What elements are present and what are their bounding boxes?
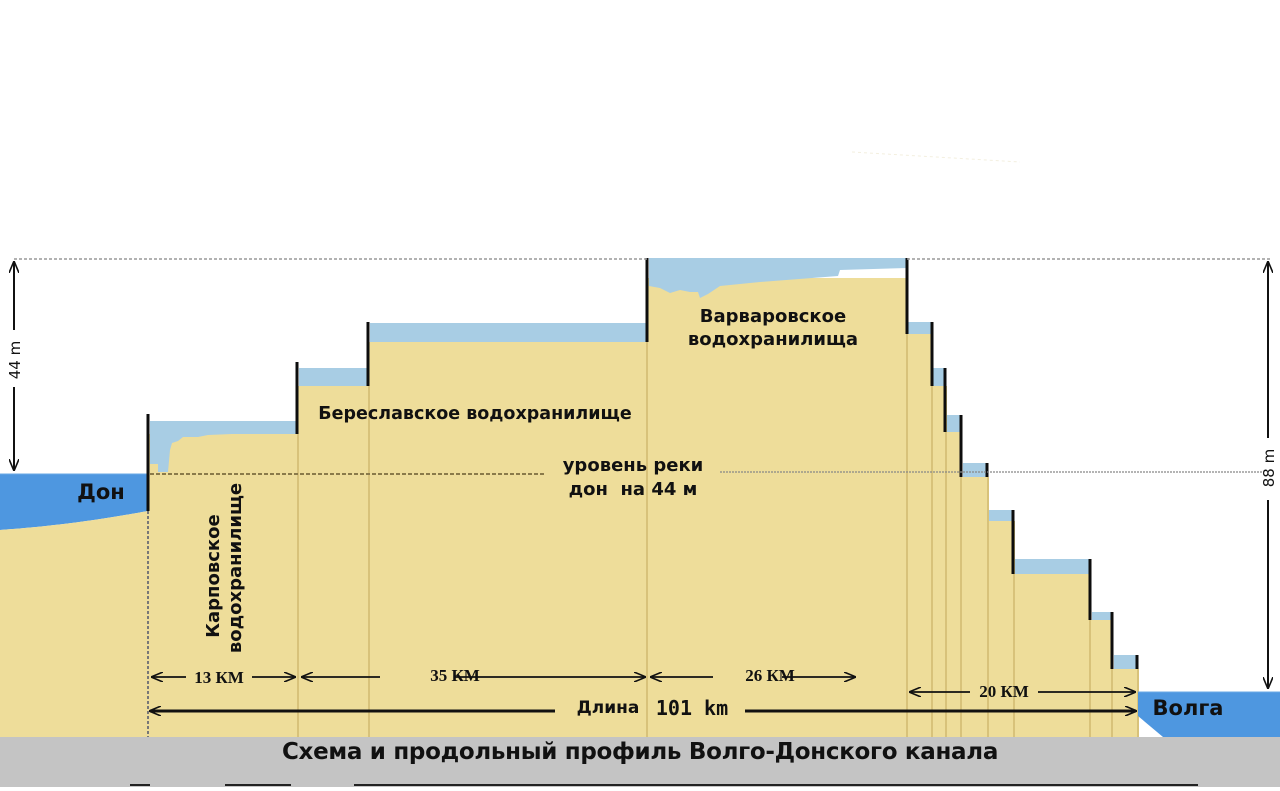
- distance-arrows: [150, 677, 1136, 711]
- total-length-value: 101 km: [656, 696, 728, 720]
- footer-underline: [225, 784, 291, 786]
- karpovskoe-label-line2: водохранилище: [225, 483, 246, 653]
- total-length-label: Длина: [577, 698, 640, 718]
- faint-artifact-line: [851, 151, 1021, 163]
- footer-underline: [354, 784, 1198, 786]
- footer-underline: [130, 784, 150, 786]
- distance-35km: 35 КМ: [430, 666, 480, 685]
- distance-13km: 13 КМ: [194, 668, 244, 687]
- volga-river: [1138, 691, 1280, 737]
- karpovskoe-label: Карповское водохранилище: [203, 483, 246, 653]
- karpovskoe-label-line1: Карповское: [203, 514, 224, 637]
- reservoir-water: [150, 258, 1138, 669]
- river-level-label-line2: дон на 44 м: [569, 479, 698, 500]
- varvarovskoe-label-line2: водохранилища: [688, 329, 858, 350]
- lock-gates: [146, 258, 1139, 669]
- height-arrow-left: 44 m: [6, 262, 24, 470]
- river-level-label-line1: уровень реки: [563, 455, 704, 476]
- distance-26km: 26 КМ: [745, 666, 795, 685]
- height-right-label: 88 m: [1260, 449, 1278, 487]
- footer-caption-bar: Схема и продольный профиль Волго-Донског…: [0, 737, 1280, 787]
- varvarovskoe-label-line1: Варваровское: [700, 306, 846, 327]
- reference-lines: [14, 258, 1270, 737]
- don-river: [0, 473, 148, 737]
- distance-20km: 20 КМ: [979, 682, 1029, 701]
- don-label: Дон: [77, 480, 125, 504]
- bereslavskoe-label: Береславское водохранилище: [318, 404, 632, 424]
- height-arrow-right: 88 m: [1260, 262, 1278, 688]
- canal-land-profile: [148, 278, 1138, 737]
- height-left-label: 44 m: [6, 341, 24, 379]
- volga-label: Волга: [1153, 696, 1224, 720]
- diagram-title: Схема и продольный профиль Волго-Донског…: [281, 739, 999, 765]
